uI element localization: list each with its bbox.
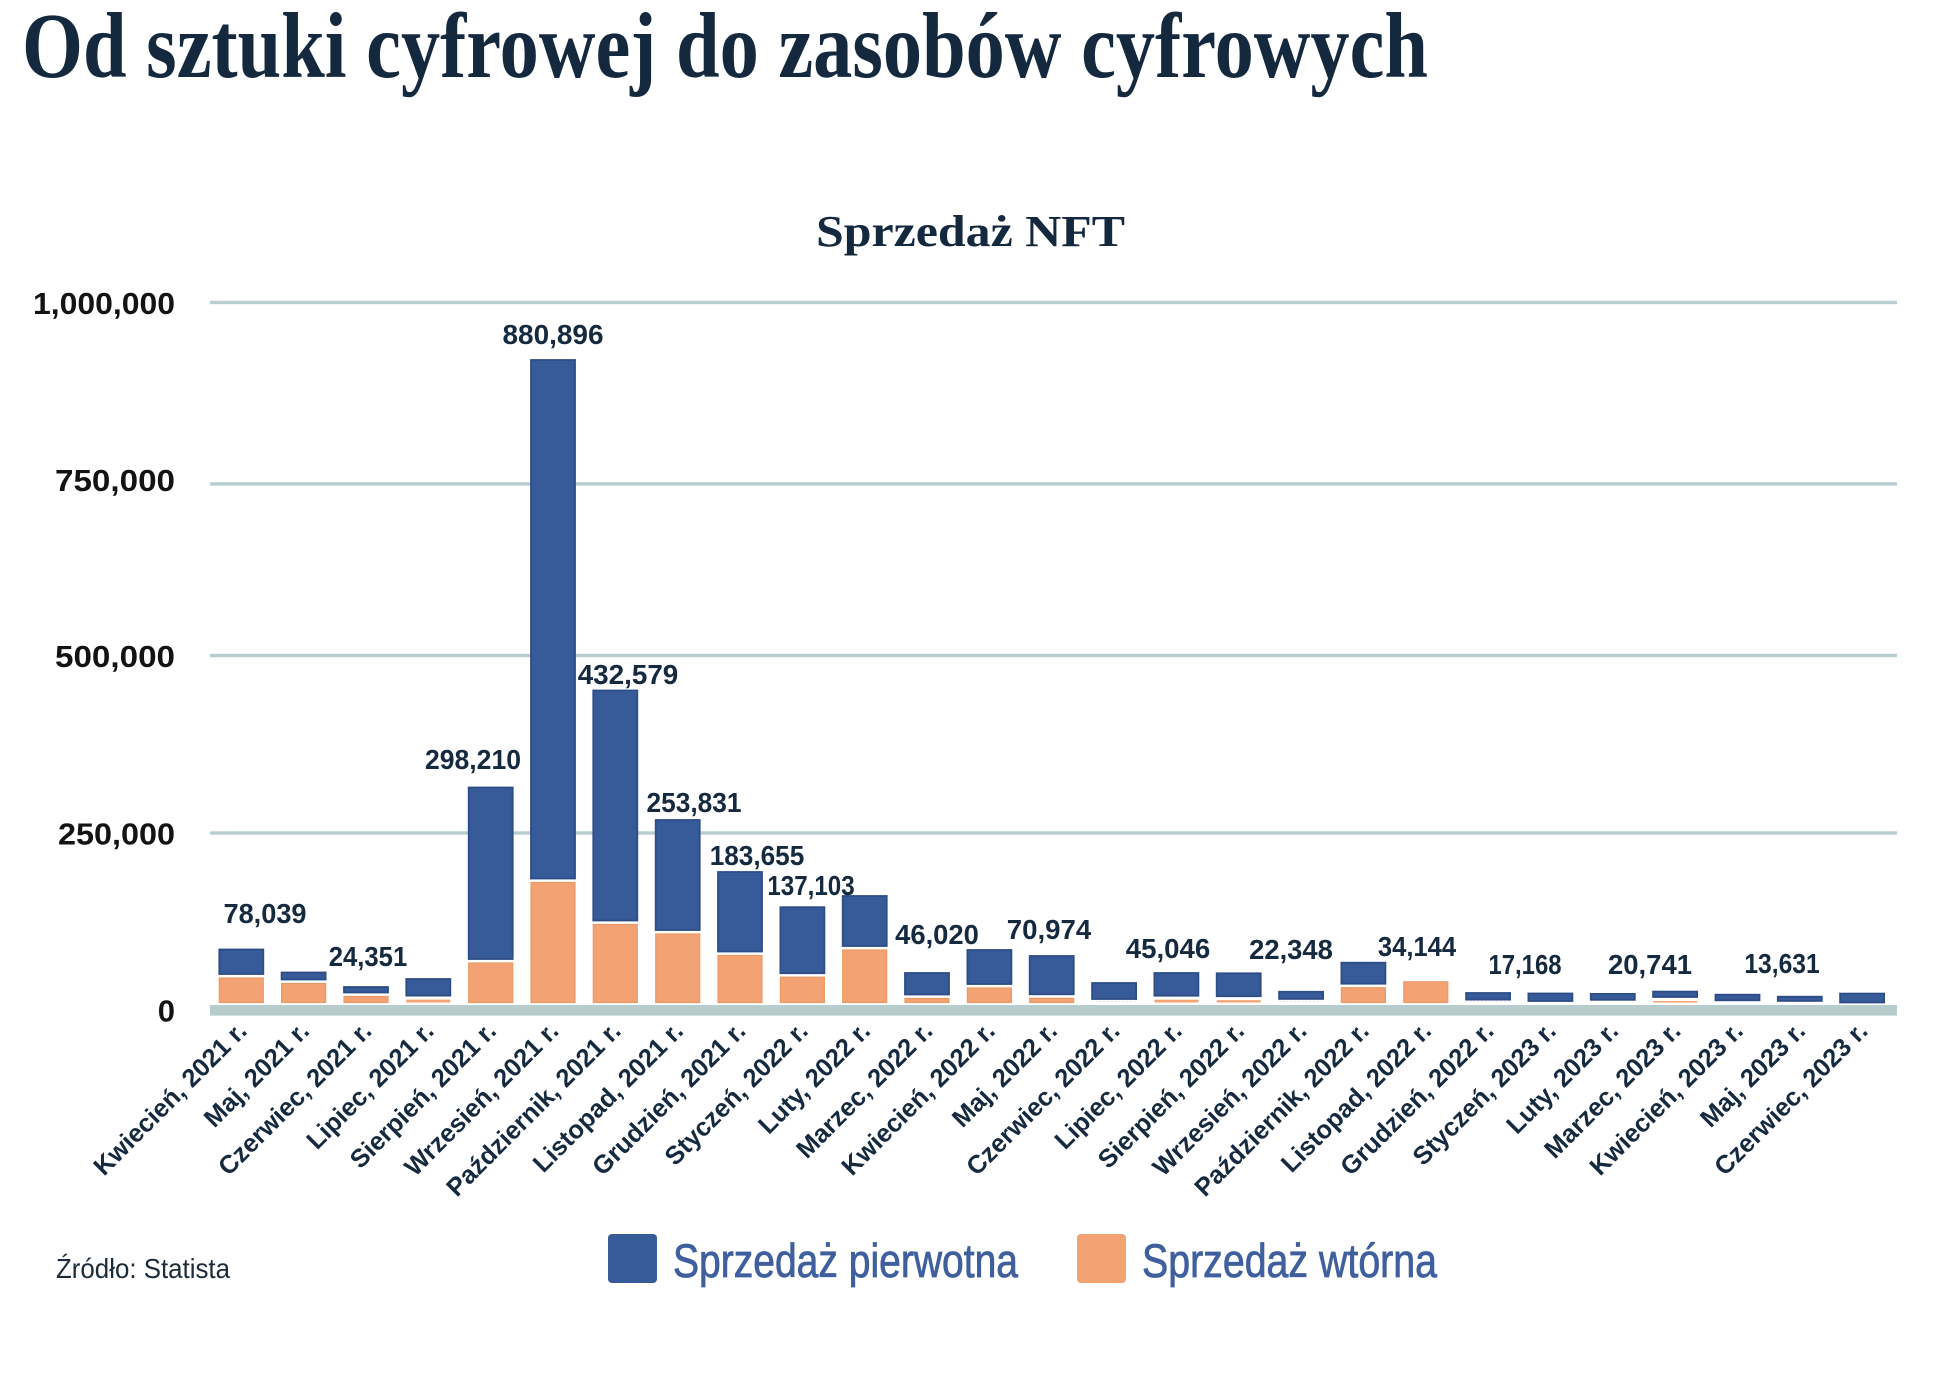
svg-text:0: 0 — [158, 993, 175, 1028]
svg-text:Od sztuki cyfrowej do zasobów: Od sztuki cyfrowej do zasobów cyfrowych — [22, 0, 1428, 98]
svg-text:432,579: 432,579 — [578, 659, 679, 690]
svg-text:46,020: 46,020 — [895, 919, 979, 950]
svg-text:137,103: 137,103 — [767, 870, 854, 901]
svg-text:13,631: 13,631 — [1744, 948, 1819, 979]
svg-text:Sprzedaż NFT: Sprzedaż NFT — [816, 207, 1125, 256]
svg-text:250,000: 250,000 — [58, 816, 175, 851]
svg-text:880,896: 880,896 — [503, 319, 604, 350]
svg-text:298,210: 298,210 — [425, 744, 521, 775]
svg-text:500,000: 500,000 — [55, 639, 175, 674]
svg-text:750,000: 750,000 — [55, 463, 175, 498]
svg-text:183,655: 183,655 — [710, 840, 805, 871]
svg-text:70,974: 70,974 — [1007, 914, 1092, 945]
svg-text:45,046: 45,046 — [1126, 933, 1211, 964]
svg-text:17,168: 17,168 — [1488, 949, 1561, 980]
svg-text:Sprzedaż wtórna: Sprzedaż wtórna — [1142, 1234, 1438, 1287]
svg-text:Źródło: Statista: Źródło: Statista — [56, 1253, 230, 1284]
svg-text:1,000,000: 1,000,000 — [33, 286, 175, 321]
svg-text:Sprzedaż pierwotna: Sprzedaż pierwotna — [673, 1234, 1019, 1287]
svg-text:34,144: 34,144 — [1378, 931, 1457, 962]
svg-text:20,741: 20,741 — [1608, 949, 1692, 980]
svg-text:253,831: 253,831 — [647, 787, 742, 818]
svg-text:24,351: 24,351 — [329, 941, 407, 972]
svg-text:78,039: 78,039 — [224, 898, 307, 929]
svg-text:22,348: 22,348 — [1249, 934, 1333, 965]
